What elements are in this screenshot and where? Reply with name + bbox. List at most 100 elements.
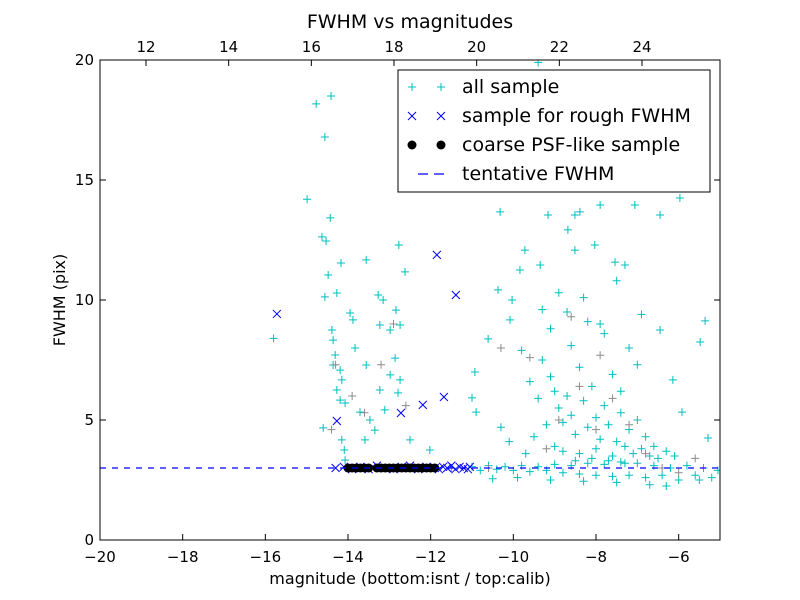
x-tick-label: −14 xyxy=(332,548,364,566)
all-sample-point xyxy=(546,476,555,484)
all-sample-point xyxy=(492,465,501,474)
all-sample-point xyxy=(332,386,341,394)
all-sample-point xyxy=(649,442,658,451)
all-sample-point xyxy=(488,474,497,483)
all-sample-point xyxy=(530,432,538,441)
all-sample-point xyxy=(570,246,579,255)
all-sample-point xyxy=(604,456,613,465)
y-axis-label: FWHM (pix) xyxy=(50,254,69,347)
all-sample-point xyxy=(656,211,665,220)
all-sample-point xyxy=(563,308,572,316)
all-sample-point xyxy=(544,211,553,220)
all-sample-point xyxy=(554,404,563,412)
all-sample-point xyxy=(596,351,605,360)
all-sample-point xyxy=(570,211,579,220)
all-sample-point xyxy=(538,356,547,364)
all-sample-point xyxy=(641,432,650,441)
all-sample-point xyxy=(508,296,517,304)
all-sample-point xyxy=(579,477,588,486)
all-sample-point xyxy=(558,468,567,477)
all-sample-point xyxy=(654,454,662,463)
legend: all sample sample for rough FWHM coarse PS… xyxy=(397,69,711,193)
all-sample-point xyxy=(583,317,592,326)
all-sample-point xyxy=(567,341,576,350)
all-sample-point xyxy=(558,447,567,456)
all-sample-point xyxy=(554,288,563,297)
all-sample-point xyxy=(332,289,341,298)
all-sample-point xyxy=(625,471,634,480)
all-sample-point xyxy=(682,461,691,470)
all-sample-point xyxy=(662,482,671,490)
all-sample-point xyxy=(386,370,395,379)
rough-fwhm-point xyxy=(439,392,449,402)
rough-fwhm-point xyxy=(451,290,461,300)
all-sample-point xyxy=(637,444,646,453)
all-sample-point xyxy=(575,470,584,478)
x-tick-label: −16 xyxy=(250,548,282,566)
all-sample-point xyxy=(331,350,340,359)
all-sample-point xyxy=(517,346,526,355)
all-sample-point xyxy=(337,375,346,384)
all-sample-point xyxy=(579,293,588,302)
all-sample-point xyxy=(374,290,383,299)
legend-x-icon xyxy=(407,111,417,121)
all-sample-point xyxy=(633,416,642,424)
all-sample-point xyxy=(470,368,479,376)
all-sample-point xyxy=(571,430,580,439)
all-sample-point xyxy=(341,456,350,465)
all-sample-point xyxy=(567,411,576,420)
rough-fwhm-point xyxy=(396,408,406,418)
all-sample-point xyxy=(386,326,395,334)
rough-fwhm-point xyxy=(272,309,282,319)
all-sample-point xyxy=(425,446,434,454)
all-sample-point xyxy=(336,366,345,375)
x-tick-label: −12 xyxy=(415,548,447,566)
all-sample-point xyxy=(468,393,476,402)
all-sample-point xyxy=(396,375,405,384)
legend-label: all sample xyxy=(462,76,559,98)
all-sample-point xyxy=(348,392,357,400)
all-sample-point xyxy=(327,92,336,100)
all-sample-point xyxy=(515,266,524,274)
all-sample-point xyxy=(620,459,629,468)
all-sample-point xyxy=(520,246,529,255)
all-sample-point xyxy=(496,207,505,216)
all-sample-point xyxy=(389,320,398,328)
all-sample-point xyxy=(583,423,592,432)
rough-fwhm-point xyxy=(451,464,460,474)
all-sample-point xyxy=(494,285,503,294)
x-tick-label: −6 xyxy=(668,548,690,566)
legend-circle-icon xyxy=(407,140,417,150)
all-sample-point xyxy=(575,363,584,372)
all-sample-point xyxy=(600,460,609,469)
all-sample-point xyxy=(394,388,403,397)
all-sample-point xyxy=(312,99,321,108)
all-sample-point xyxy=(620,260,629,269)
plot-marks xyxy=(100,60,720,490)
all-sample-point xyxy=(612,478,621,487)
all-sample-point xyxy=(534,394,543,403)
all-sample-point xyxy=(658,471,667,480)
all-sample-point xyxy=(612,276,621,285)
all-sample-point xyxy=(496,423,505,432)
all-sample-point xyxy=(571,456,580,465)
all-sample-point xyxy=(472,408,481,417)
all-sample-point xyxy=(377,360,386,369)
all-sample-point xyxy=(336,396,345,405)
all-sample-point xyxy=(322,236,331,245)
all-sample-point xyxy=(558,418,567,427)
all-sample-point xyxy=(704,434,713,442)
all-sample-point xyxy=(563,392,572,400)
legend-label: sample for rough FWHM xyxy=(462,105,691,127)
all-sample-point xyxy=(534,462,543,471)
all-sample-point xyxy=(331,360,340,369)
all-sample-point xyxy=(630,200,639,209)
all-sample-point xyxy=(670,452,679,460)
all-sample-point xyxy=(351,344,360,352)
all-sample-point xyxy=(620,442,629,451)
all-sample-point xyxy=(656,326,665,334)
all-sample-point xyxy=(327,425,336,434)
all-sample-point xyxy=(327,326,336,334)
all-sample-point xyxy=(394,241,403,250)
